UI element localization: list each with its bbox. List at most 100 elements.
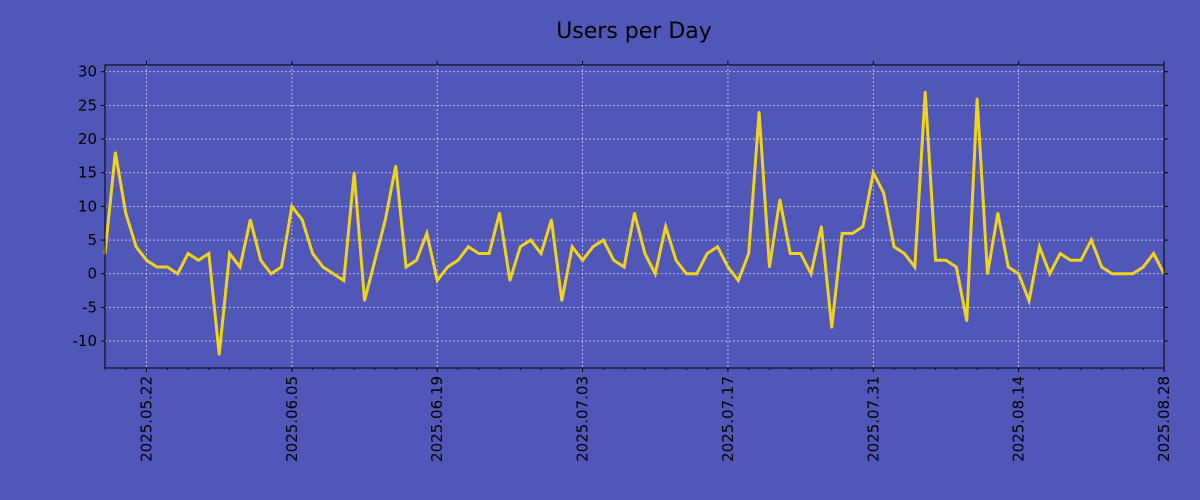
data-point (197, 259, 200, 262)
data-point (986, 272, 989, 275)
y-tick-label: 20 (78, 130, 97, 148)
data-point (1121, 272, 1124, 275)
data-point (685, 272, 688, 275)
data-point (726, 265, 730, 269)
data-point (404, 265, 408, 269)
data-point (1027, 299, 1031, 302)
data-point (892, 245, 896, 248)
data-point (851, 232, 854, 235)
x-tick-label: 2025.06.05 (283, 376, 301, 462)
data-point (1069, 259, 1072, 262)
data-point (1110, 272, 1114, 275)
data-point (768, 265, 771, 269)
data-point (519, 245, 522, 248)
data-point (602, 238, 605, 242)
data-point (332, 272, 335, 275)
data-point (498, 211, 501, 215)
data-point (737, 279, 740, 282)
data-point (975, 97, 979, 100)
data-point (799, 252, 802, 255)
data-point (301, 218, 304, 222)
x-tick-label: 2025.06.19 (428, 376, 446, 462)
data-point (550, 218, 553, 222)
data-point (436, 279, 439, 282)
x-tick-label: 2025.07.17 (719, 376, 737, 462)
series-layer (103, 90, 1166, 356)
data-point (820, 225, 823, 228)
data-point (446, 265, 449, 269)
plot-frame (104, 64, 1165, 369)
x-tick-label: 2025.08.28 (1155, 376, 1173, 462)
data-point (913, 265, 917, 269)
data-point (664, 225, 667, 228)
data-point (872, 171, 875, 174)
data-point (176, 272, 179, 275)
data-point (747, 252, 750, 255)
data-point (384, 218, 387, 222)
data-point (695, 272, 698, 275)
data-point (352, 171, 356, 174)
data-point (581, 259, 584, 262)
data-point (882, 191, 885, 195)
data-point (1038, 245, 1041, 248)
data-point (1048, 272, 1051, 275)
data-point (1100, 265, 1103, 269)
data-point (259, 259, 262, 262)
data-point (280, 265, 283, 269)
data-point (166, 265, 169, 269)
data-point (290, 205, 294, 208)
data-point (830, 326, 833, 329)
data-point (654, 272, 657, 275)
data-point (840, 232, 844, 235)
data-point (1142, 265, 1145, 269)
data-point (560, 299, 564, 302)
data-point (633, 211, 636, 215)
data-point (944, 259, 948, 262)
data-point (487, 252, 491, 255)
data-point (789, 252, 792, 255)
data-point (134, 245, 138, 248)
data-point (778, 198, 782, 201)
data-point (269, 272, 273, 275)
data-point (145, 259, 148, 262)
y-axis: -10 -5 0 5 10 15 20 25 30 (73, 63, 1168, 350)
data-point (186, 252, 190, 255)
data-point (996, 211, 1000, 215)
data-point (903, 252, 906, 255)
data-point (539, 252, 543, 255)
data-point (809, 272, 813, 275)
y-tick-label: 30 (78, 63, 97, 81)
x-axis: 2025.05.22 2025.06.05 2025.06.19 2025.07.03… (104, 61, 1173, 462)
data-point (467, 245, 470, 248)
data-point (1079, 259, 1083, 262)
data-point (311, 252, 314, 255)
x-tick-label: 2025.05.22 (138, 376, 156, 462)
x-tick-label: 2025.07.03 (574, 376, 592, 462)
data-point (114, 151, 117, 154)
data-point (861, 225, 865, 228)
data-point (155, 265, 159, 269)
data-point (425, 232, 429, 235)
data-point (218, 353, 221, 356)
data-point (1058, 252, 1062, 255)
data-point (757, 110, 761, 114)
data-point (373, 259, 377, 262)
data-point (705, 252, 709, 255)
data-point (238, 265, 242, 269)
data-point (207, 252, 211, 255)
y-tick-label: -5 (82, 298, 97, 316)
data-point (456, 259, 460, 262)
data-point (342, 279, 345, 282)
data-point (477, 252, 480, 255)
y-tick-label: 15 (78, 164, 97, 182)
data-point (363, 299, 366, 302)
data-point (674, 259, 678, 262)
data-point (124, 211, 127, 215)
data-point (415, 259, 418, 262)
y-tick-label: 25 (78, 96, 97, 114)
data-point (1131, 272, 1135, 275)
data-point (924, 90, 927, 94)
data-point (591, 245, 595, 248)
data-point (321, 265, 325, 269)
